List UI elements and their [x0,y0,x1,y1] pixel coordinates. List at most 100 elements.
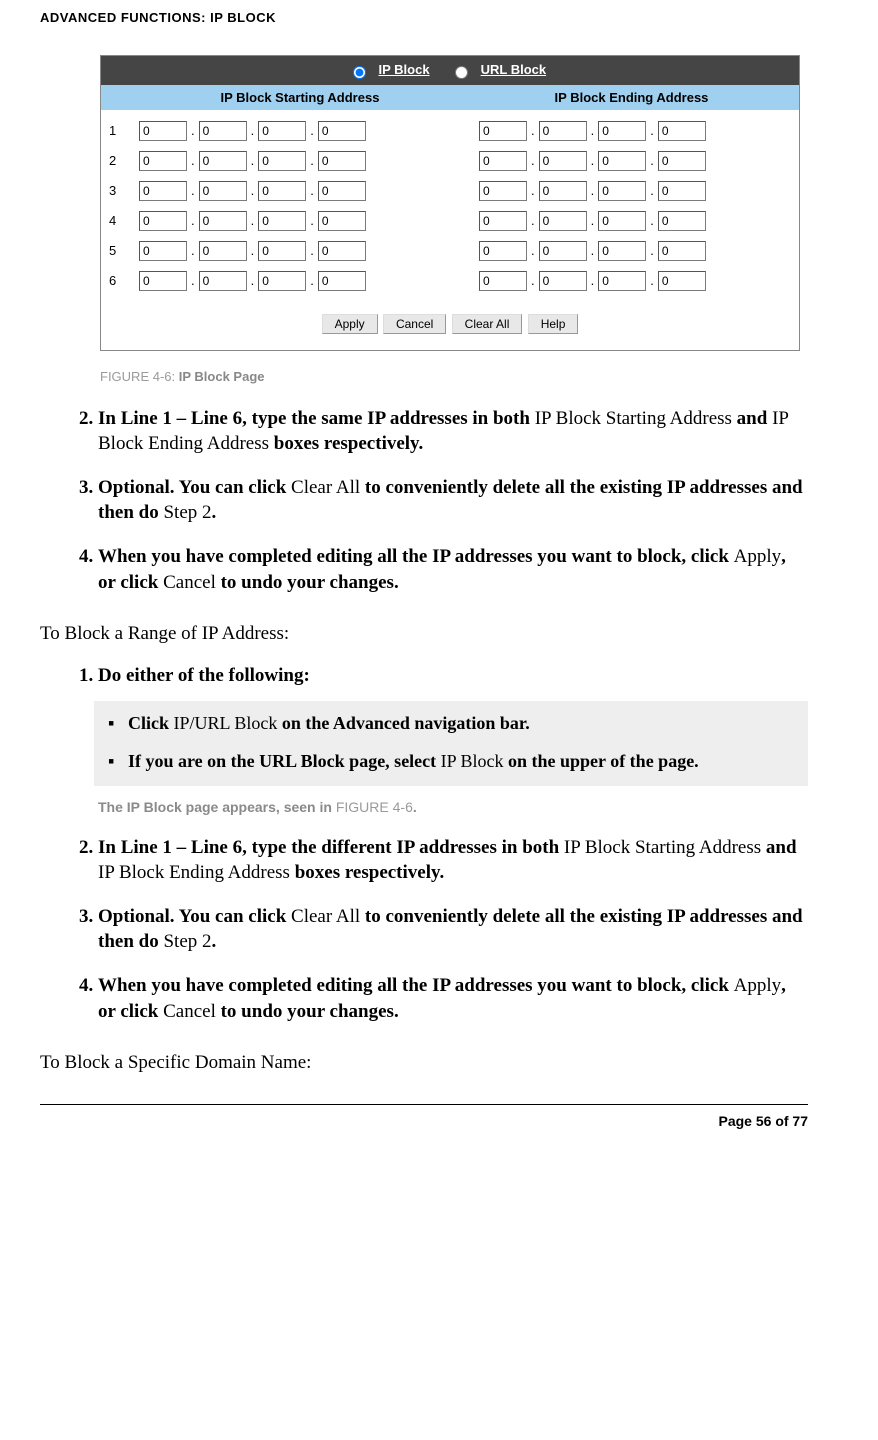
end-address-group: ... [479,121,706,141]
ip-octet-input[interactable] [539,151,587,171]
ip-octet-input[interactable] [479,121,527,141]
ip-octet-input[interactable] [199,241,247,261]
start-address-group: ... [139,211,479,231]
ip-octet-input[interactable] [258,241,306,261]
ip-octet-input[interactable] [479,181,527,201]
ip-octet-input[interactable] [318,181,366,201]
dot-separator: . [531,153,535,168]
start-address-group: ... [139,241,479,261]
row-number: 2 [109,153,139,168]
ip-octet-input[interactable] [139,271,187,291]
end-address-group: ... [479,181,706,201]
ip-octet-input[interactable] [199,211,247,231]
ip-octet-input[interactable] [658,181,706,201]
ip-octet-input[interactable] [139,181,187,201]
ip-octet-input[interactable] [479,271,527,291]
ip-octet-input[interactable] [139,151,187,171]
dot-separator: . [251,153,255,168]
ip-octet-input[interactable] [479,151,527,171]
dot-separator: . [191,243,195,258]
instructions-a: In Line 1 – Line 6, type the same IP add… [70,406,808,596]
end-address-group: ... [479,271,706,291]
start-address-group: ... [139,271,479,291]
dot-separator: . [191,273,195,288]
start-address-group: ... [139,121,479,141]
dot-separator: . [650,123,654,138]
ip-octet-input[interactable] [598,121,646,141]
dot-separator: . [531,273,535,288]
ip-row: 6...... [109,266,791,296]
instr-a3: Optional. You can click Clear All to con… [98,475,808,526]
row-number: 1 [109,123,139,138]
ip-octet-input[interactable] [658,121,706,141]
dot-separator: . [310,213,314,228]
ip-octet-input[interactable] [258,151,306,171]
start-address-group: ... [139,151,479,171]
dot-separator: . [251,243,255,258]
dot-separator: . [191,183,195,198]
ip-octet-input[interactable] [199,121,247,141]
ip-octet-input[interactable] [199,151,247,171]
ip-octet-input[interactable] [258,211,306,231]
page-header: ADVANCED FUNCTIONS: IP BLOCK [40,10,808,25]
dot-separator: . [251,273,255,288]
clear-all-button[interactable]: Clear All [452,314,523,334]
row-number: 6 [109,273,139,288]
help-button[interactable]: Help [528,314,579,334]
ip-octet-input[interactable] [658,211,706,231]
ip-octet-input[interactable] [598,271,646,291]
apply-button[interactable]: Apply [322,314,378,334]
ip-octet-input[interactable] [479,241,527,261]
ip-octet-input[interactable] [539,121,587,141]
ip-octet-input[interactable] [139,241,187,261]
dot-separator: . [591,183,595,198]
ip-octet-input[interactable] [598,181,646,201]
ip-octet-input[interactable] [199,271,247,291]
cancel-button[interactable]: Cancel [383,314,446,334]
instr-b4: When you have completed editing all the … [98,973,808,1024]
ip-octet-input[interactable] [658,151,706,171]
url-block-radio-label: URL Block [481,62,547,77]
sub-options-box: ▪ Click IP/URL Block on the Advanced nav… [94,701,808,786]
ip-octet-input[interactable] [258,181,306,201]
ip-octet-input[interactable] [258,271,306,291]
ip-octet-input[interactable] [539,241,587,261]
end-address-group: ... [479,151,706,171]
ip-octet-input[interactable] [258,121,306,141]
dot-separator: . [650,243,654,258]
dot-separator: . [591,213,595,228]
col-header-end: IP Block Ending Address [464,85,799,110]
dot-separator: . [310,273,314,288]
instr-b1: Do either of the following: ▪ Click IP/U… [98,663,808,816]
instructions-b: Do either of the following: ▪ Click IP/U… [70,663,808,1024]
url-block-radio[interactable] [455,66,468,79]
ip-octet-input[interactable] [598,151,646,171]
dot-separator: . [650,153,654,168]
dot-separator: . [191,123,195,138]
ip-block-radio[interactable] [353,66,366,79]
ip-octet-input[interactable] [539,271,587,291]
ip-octet-input[interactable] [199,181,247,201]
ip-octet-input[interactable] [658,241,706,261]
ip-octet-input[interactable] [139,121,187,141]
ip-octet-input[interactable] [598,241,646,261]
ip-octet-input[interactable] [318,211,366,231]
ip-octet-input[interactable] [318,271,366,291]
ip-octet-input[interactable] [318,121,366,141]
ip-block-screenshot: IP Block URL Block IP Block Starting Add… [100,55,800,351]
ip-octet-input[interactable] [318,151,366,171]
ip-row: 1...... [109,116,791,146]
dot-separator: . [251,123,255,138]
dot-separator: . [191,153,195,168]
ip-octet-input[interactable] [139,211,187,231]
ip-octet-input[interactable] [479,211,527,231]
row-number: 5 [109,243,139,258]
ip-octet-input[interactable] [539,211,587,231]
ip-octet-input[interactable] [539,181,587,201]
ip-octet-input[interactable] [598,211,646,231]
row-number: 4 [109,213,139,228]
ip-row: 5...... [109,236,791,266]
ip-octet-input[interactable] [658,271,706,291]
dot-separator: . [531,243,535,258]
ip-octet-input[interactable] [318,241,366,261]
